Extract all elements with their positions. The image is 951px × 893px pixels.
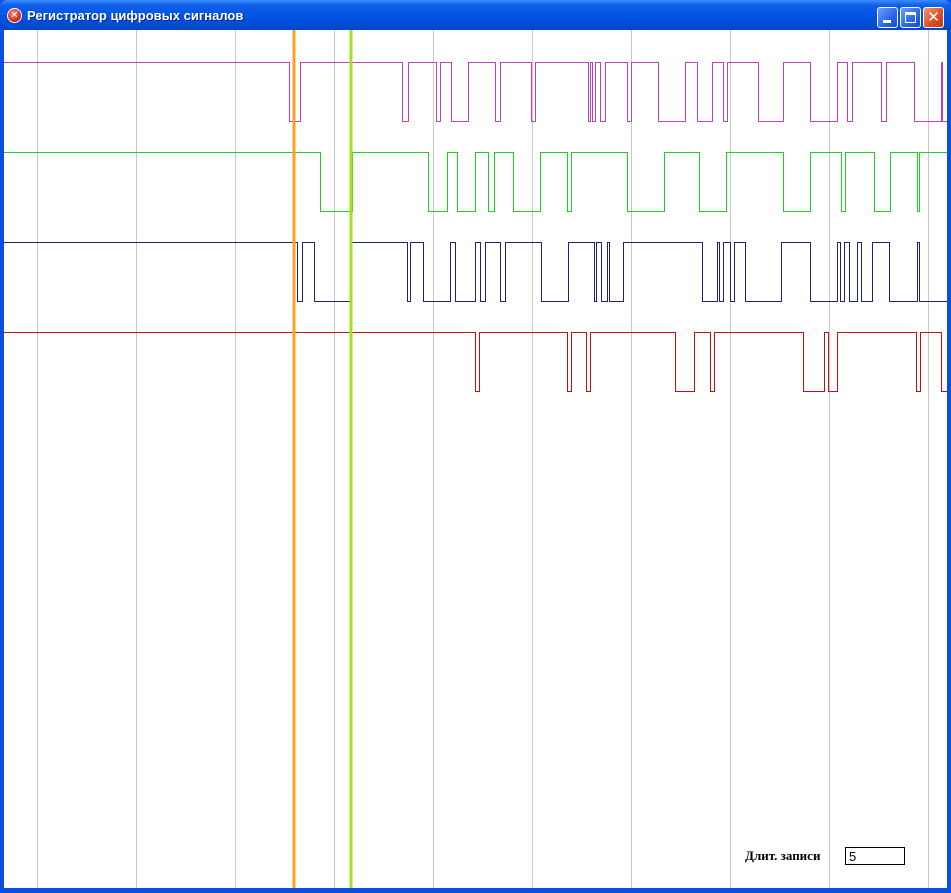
signal-trace-2 [4,152,947,212]
signal-display-area: Длит. записи [4,30,947,888]
title-bar[interactable]: ✕ Регистратор цифровых сигналов ✕ [0,0,951,30]
maximize-icon [905,12,916,23]
minimize-button[interactable] [877,7,898,28]
signal-trace-1 [4,62,947,122]
duration-label: Длит. записи [745,848,821,863]
window-title: Регистратор цифровых сигналов [27,8,244,23]
signal-plot [4,30,947,888]
close-icon: ✕ [927,8,940,26]
duration-input[interactable] [845,847,905,865]
minimize-icon [883,20,891,23]
close-button[interactable]: ✕ [923,7,944,28]
signal-trace-4 [4,332,947,392]
app-error-icon: ✕ [7,8,22,23]
signal-trace-3 [4,242,947,302]
maximize-button[interactable] [900,7,921,28]
